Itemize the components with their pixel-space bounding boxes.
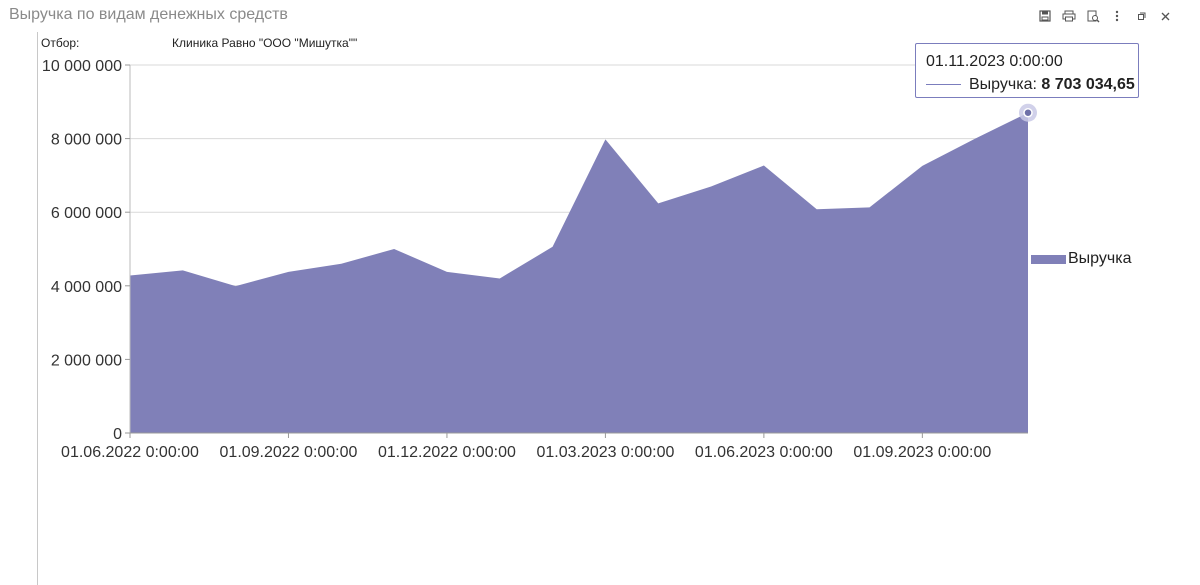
y-tick-label: 0 — [113, 426, 122, 443]
more-icon[interactable] — [1108, 7, 1126, 25]
legend-swatch — [1031, 254, 1066, 264]
tooltip-series-marker — [926, 84, 961, 85]
y-tick-label: 8 000 000 — [51, 132, 122, 149]
tooltip-series-label: Выручка: — [969, 76, 1037, 93]
filter-value: Клиника Равно "ООО "Мишутка"" — [172, 36, 358, 50]
chart-tooltip: 01.11.2023 0:00:00 Выручка: 8 703 034,65 — [915, 43, 1139, 98]
y-tick-label: 6 000 000 — [51, 205, 122, 222]
restore-icon[interactable] — [1132, 7, 1150, 25]
y-tick-label: 2 000 000 — [51, 352, 122, 369]
filter-label: Отбор: — [41, 36, 80, 50]
tooltip-date: 01.11.2023 0:00:00 — [926, 53, 1063, 70]
y-tick-label: 4 000 000 — [51, 279, 122, 296]
save-icon[interactable] — [1036, 7, 1054, 25]
panel-divider — [37, 32, 38, 585]
chart-legend: Выручка — [1031, 250, 1131, 268]
x-tick-label: 01.12.2022 0:00:00 — [378, 444, 516, 461]
x-tick-label: 01.06.2023 0:00:00 — [695, 444, 833, 461]
x-tick-label: 01.09.2023 0:00:00 — [853, 444, 991, 461]
x-tick-label: 01.09.2022 0:00:00 — [220, 444, 358, 461]
window-toolbar — [1036, 7, 1174, 25]
y-tick-label: 10 000 000 — [42, 58, 122, 75]
preview-icon[interactable] — [1084, 7, 1102, 25]
x-tick-label: 01.03.2023 0:00:00 — [536, 444, 674, 461]
data-point-highlight — [1023, 107, 1033, 118]
tooltip-series-row: Выручка: 8 703 034,65 — [969, 76, 1135, 94]
window-title: Выручка по видам денежных средств — [9, 6, 288, 23]
tooltip-value: 8 703 034,65 — [1041, 76, 1135, 93]
x-tick-label: 01.06.2022 0:00:00 — [61, 444, 199, 461]
close-icon[interactable] — [1156, 7, 1174, 25]
legend-label: Выручка — [1068, 250, 1132, 267]
series-area-Выручка — [130, 112, 1028, 433]
print-icon[interactable] — [1060, 7, 1078, 25]
